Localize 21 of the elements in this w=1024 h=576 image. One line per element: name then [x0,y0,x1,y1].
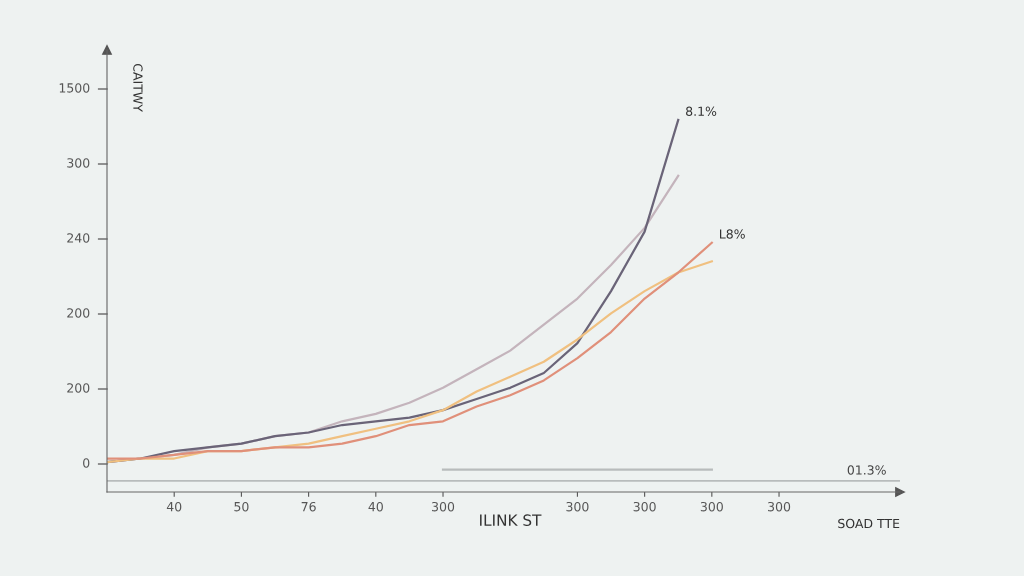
x-axis-title: ILINK ST [480,514,542,526]
x-tick-label: 300 [566,501,589,512]
text: 1500 [59,83,90,93]
text: 300 [67,158,90,168]
text: SOAD TTE [838,518,900,529]
x-tick-label: 76 [301,501,316,512]
text: 0 [83,458,90,468]
x-tick-label: 40 [368,501,383,512]
y-axis-title: CAITWY [133,63,143,112]
text: 01.3% [847,465,886,475]
x-tick-label: 300 [700,501,723,512]
text: 240 [67,233,90,243]
text: 200 [67,383,90,393]
text: 8.1% [686,106,717,117]
x-tick-label: 300 [432,501,455,512]
text: 200 [67,308,90,318]
x-tick-label: 50 [234,501,249,512]
x-tick-label: 40 [166,501,182,512]
annotation: L8% [720,229,745,239]
x-tick-label: 300 [633,501,656,512]
x-tick-label: 300 [768,501,791,512]
